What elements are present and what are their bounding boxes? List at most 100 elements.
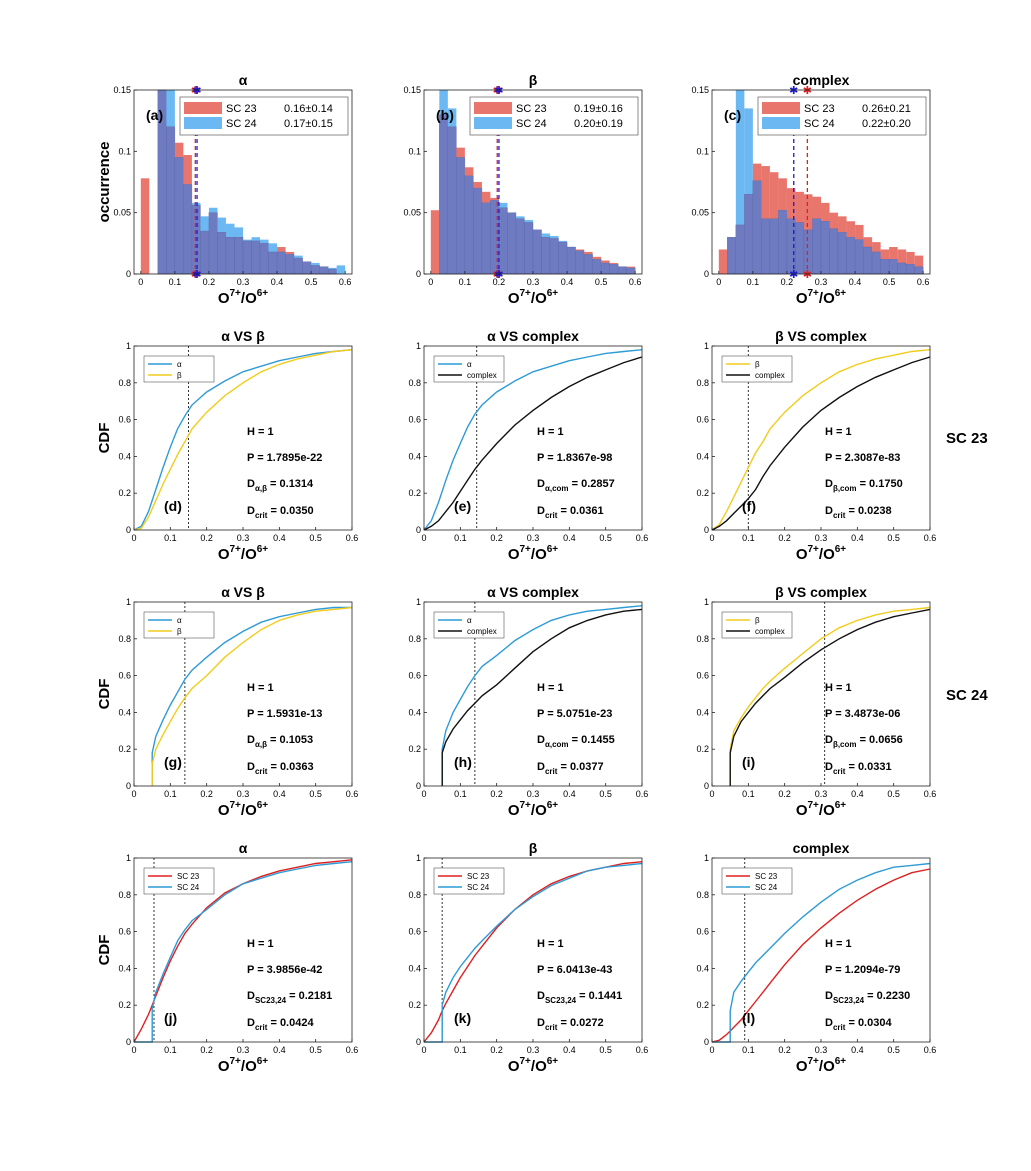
x-label-mid: /O (531, 802, 547, 819)
panel-title: complex (793, 840, 850, 856)
stat-h: H = 1 (247, 426, 274, 438)
x-tick-label: 0.5 (883, 277, 896, 287)
stat-dcrit-subscript: crit (545, 1023, 558, 1032)
x-label-superscript: 6+ (257, 544, 269, 555)
y-tick-label: 0 (126, 1037, 131, 1047)
stat-dcrit-value: = 0.0424 (267, 1017, 314, 1029)
histogram-bar-overlap (549, 238, 559, 275)
x-label-superscript: 7+ (520, 544, 532, 555)
x-tick-label: 0.5 (309, 533, 322, 543)
stat-d-value: = 0.2181 (286, 990, 332, 1002)
x-label-base: O (796, 802, 808, 819)
histogram-bar-overlap (515, 218, 525, 275)
histogram-bar-overlap (558, 241, 568, 275)
y-tick-label: 0.8 (408, 890, 421, 900)
x-tick-label: 0.5 (887, 789, 900, 799)
panel-title: α VS β (221, 328, 265, 344)
y-tick-label: 0 (704, 781, 709, 791)
y-tick-label: 1 (126, 341, 131, 351)
x-tick-label: 0 (131, 533, 136, 543)
x-tick-label: 0.1 (164, 789, 177, 799)
stat-dcrit-subscript: crit (833, 511, 846, 520)
cdf-line (424, 862, 643, 1043)
histogram-bar (906, 251, 915, 265)
y-tick-label: 0 (416, 1037, 421, 1047)
cdf-line (729, 608, 931, 786)
x-tick-label: 0.4 (273, 1045, 286, 1055)
histogram-bar (200, 216, 209, 232)
x-tick-label: 0.6 (636, 789, 649, 799)
histogram-bar (897, 249, 907, 263)
histogram-bar-overlap (439, 114, 449, 275)
stat-p: P = 1.7895e-22 (247, 452, 322, 464)
y-tick-label: 0.2 (118, 744, 131, 754)
histogram-bar-overlap (541, 236, 551, 275)
x-label-superscript: 7+ (230, 544, 242, 555)
histogram-bar (225, 223, 235, 238)
stat-dcrit-value: = 0.0272 (557, 1017, 603, 1029)
histogram-bar (821, 202, 830, 222)
x-tick-label: 0.1 (169, 277, 182, 287)
histogram-bar-overlap (285, 254, 295, 275)
histogram-bar (208, 207, 218, 213)
stat-dcrit: Dcrit = 0.0350 (247, 505, 314, 520)
mean-star-marker: ✱ (192, 269, 201, 281)
legend-label: SC 24 (755, 883, 778, 892)
stat-h: H = 1 (537, 426, 564, 438)
x-tick-label: 0.3 (527, 533, 540, 543)
stat-d-value: = 0.1314 (267, 478, 314, 490)
x-label-base: O (218, 546, 230, 563)
panel-title: β VS complex (775, 584, 867, 600)
mean-star-marker: ✱ (494, 85, 503, 97)
histogram-bar (183, 155, 192, 185)
x-tick-label: 0.3 (815, 277, 828, 287)
histogram-bar (328, 267, 337, 270)
legend-box (433, 355, 505, 383)
y-tick-label: 0.05 (691, 208, 709, 218)
x-axis-label: O7+/O6+ (218, 544, 268, 563)
x-tick-label: 0.1 (454, 533, 467, 543)
x-label-superscript: 6+ (547, 800, 559, 811)
histogram-bar (550, 235, 559, 239)
cdf-line (711, 356, 931, 531)
x-tick-label: 0.4 (851, 1045, 864, 1055)
x-tick-label: 0.2 (781, 277, 794, 287)
histogram-bar (914, 255, 924, 267)
x-tick-label: 0.3 (237, 277, 250, 287)
mean-star-marker: ✱ (789, 269, 798, 281)
y-tick-label: 0.6 (696, 671, 709, 681)
mean-star-marker: ✱ (191, 269, 200, 281)
histogram-bar (829, 212, 839, 229)
x-tick-label: 0.6 (917, 277, 930, 287)
histogram-bar (872, 242, 881, 252)
x-tick-label: 0.3 (237, 1045, 250, 1055)
x-axis-label: O7+/O6+ (218, 288, 268, 307)
x-tick-label: 0.4 (561, 277, 574, 287)
x-label-mid: /O (819, 290, 835, 307)
histogram-bar (473, 182, 482, 189)
x-tick-label: 0.2 (493, 277, 506, 287)
panel-title: α VS complex (487, 584, 579, 600)
y-tick-label: 0.6 (118, 927, 131, 937)
mean-star-marker: ✱ (493, 85, 502, 97)
row-label-sc23: SC 23 (946, 430, 988, 447)
stat-p: P = 5.0751e-23 (537, 708, 612, 720)
histogram-bar-overlap (820, 221, 830, 275)
legend-swatch (762, 102, 800, 114)
histogram-bar (803, 194, 813, 230)
x-label-superscript: 7+ (808, 1056, 820, 1067)
legend-swatch (184, 117, 222, 129)
x-tick-label: 0.5 (887, 1045, 900, 1055)
y-tick-label: 0.8 (696, 634, 709, 644)
stat-dcrit: Dcrit = 0.0363 (247, 761, 314, 776)
histogram-bar-overlap (795, 222, 805, 275)
legend-label: α (467, 360, 472, 369)
cdf-line (133, 859, 353, 1043)
histogram-bar-overlap (880, 259, 890, 275)
stat-dcrit: Dcrit = 0.0272 (537, 1017, 604, 1032)
legend-label: α (177, 616, 182, 625)
x-label-mid: /O (241, 290, 257, 307)
y-tick-label: 0.15 (113, 85, 131, 95)
y-tick-label: 0.2 (696, 488, 709, 498)
